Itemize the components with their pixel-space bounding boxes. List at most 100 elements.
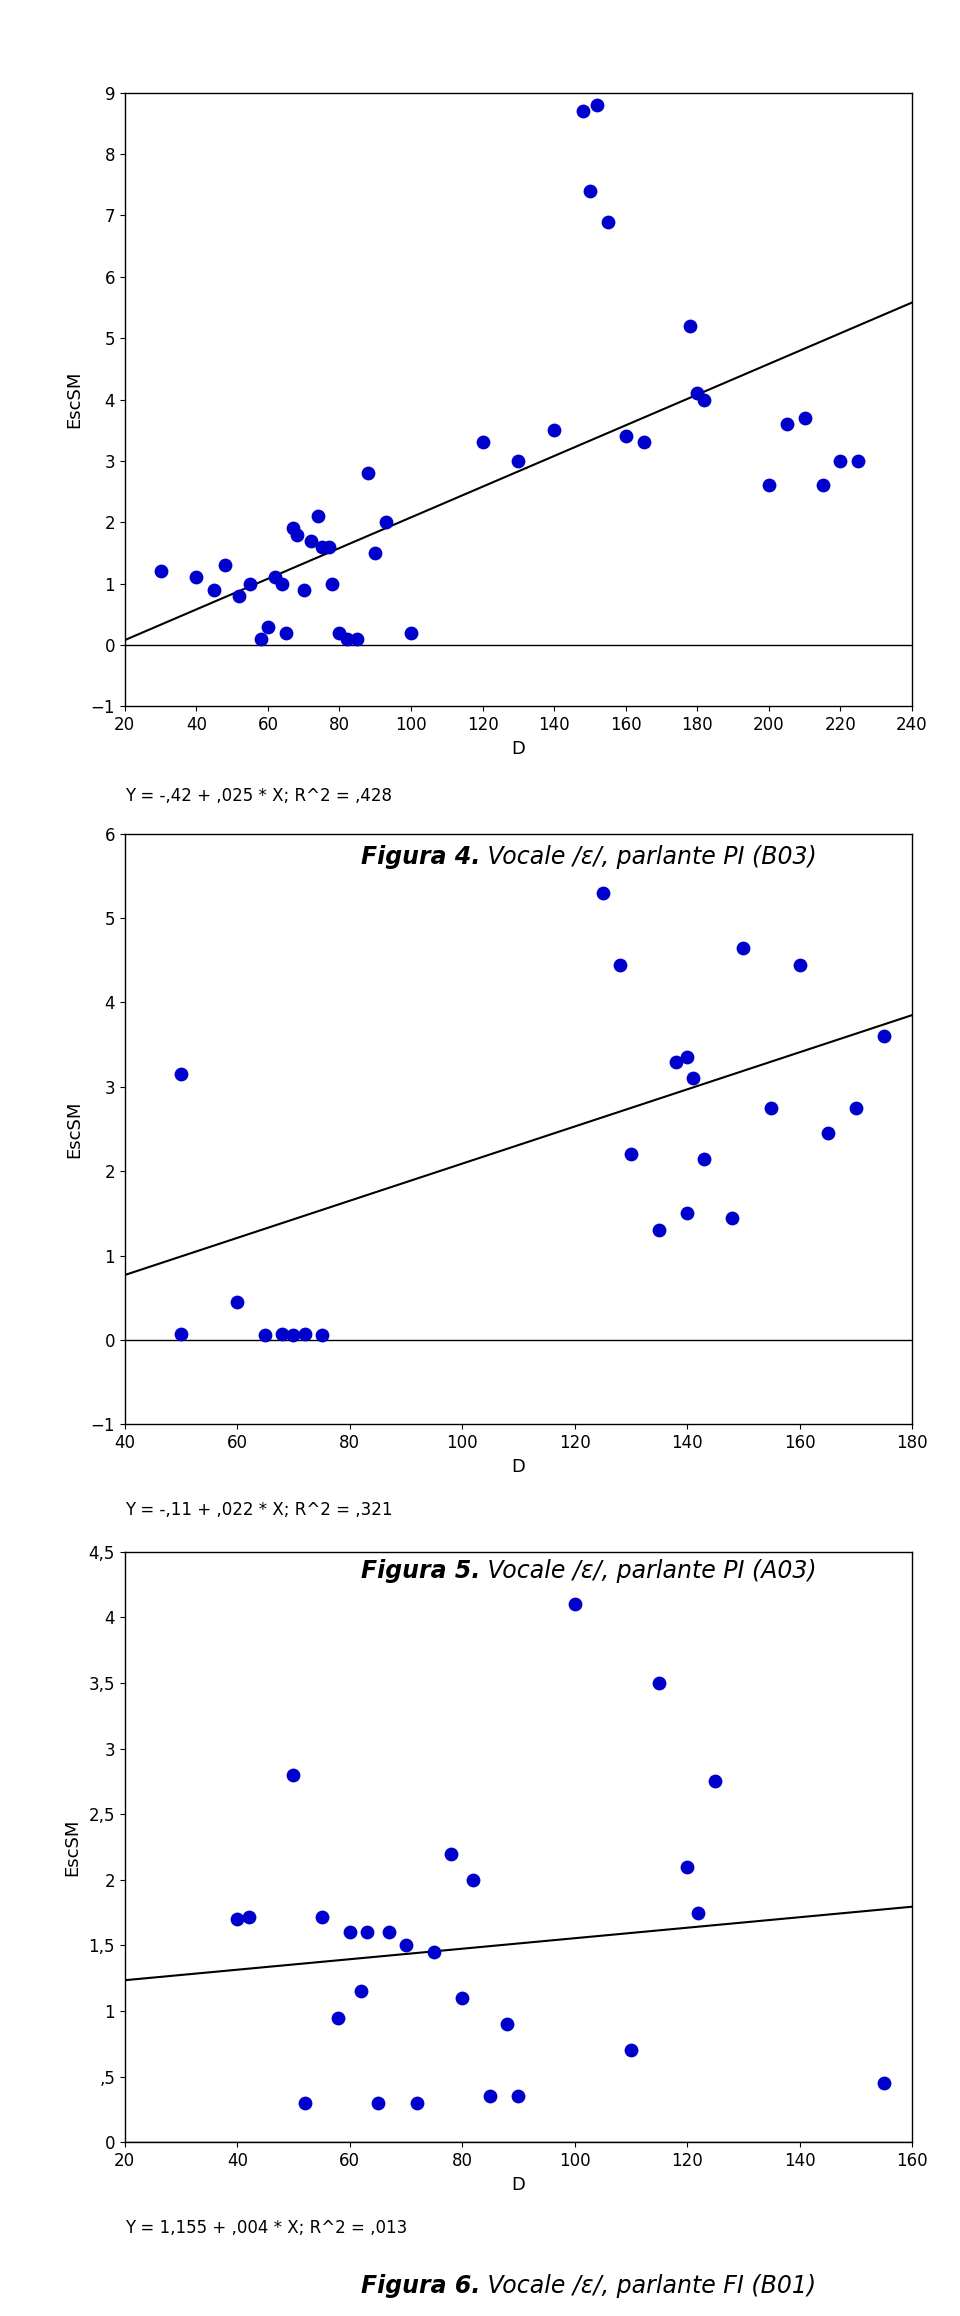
Point bbox=[339, 621, 354, 658]
Point bbox=[174, 1315, 189, 1353]
Text: Figura 4.: Figura 4. bbox=[361, 845, 480, 868]
Point bbox=[546, 412, 562, 449]
Point bbox=[242, 565, 257, 602]
Point bbox=[708, 1762, 723, 1800]
X-axis label: D: D bbox=[512, 2175, 525, 2193]
Point bbox=[680, 1040, 695, 1077]
Point bbox=[848, 1089, 863, 1126]
Point bbox=[454, 1980, 469, 2017]
Point bbox=[229, 1283, 245, 1320]
Point bbox=[651, 1665, 666, 1702]
Point bbox=[689, 375, 705, 412]
Point bbox=[217, 547, 232, 584]
Text: Vocale /ε/, parlante PI (A03): Vocale /ε/, parlante PI (A03) bbox=[480, 1559, 817, 1582]
Point bbox=[851, 442, 866, 479]
Point bbox=[792, 945, 807, 982]
Y-axis label: EscSM: EscSM bbox=[65, 1100, 84, 1158]
Point bbox=[680, 1848, 695, 1885]
Point bbox=[378, 505, 394, 542]
Point bbox=[286, 1756, 301, 1793]
Point bbox=[332, 614, 348, 651]
Point bbox=[174, 1056, 189, 1093]
Point bbox=[764, 1089, 780, 1126]
Point bbox=[475, 424, 491, 461]
Text: Vocale /ε/, parlante FI (B01): Vocale /ε/, parlante FI (B01) bbox=[480, 2274, 816, 2297]
Point bbox=[324, 565, 340, 602]
Point bbox=[618, 417, 634, 454]
Point bbox=[444, 1834, 459, 1871]
Point bbox=[314, 528, 329, 565]
Point bbox=[735, 929, 751, 966]
Point bbox=[289, 516, 304, 554]
Y-axis label: EscSM: EscSM bbox=[63, 1818, 82, 1876]
Point bbox=[651, 1211, 666, 1248]
Point bbox=[780, 405, 795, 442]
Point bbox=[696, 1139, 711, 1177]
Point bbox=[314, 1899, 329, 1936]
Point bbox=[381, 1913, 396, 1950]
Point bbox=[685, 1061, 701, 1098]
Point bbox=[483, 2077, 498, 2115]
Point bbox=[275, 1315, 290, 1353]
Point bbox=[229, 1901, 245, 1938]
Point bbox=[466, 1862, 481, 1899]
Point bbox=[359, 1913, 374, 1950]
Point bbox=[253, 621, 269, 658]
Point bbox=[153, 554, 168, 591]
Text: Figura 5.: Figura 5. bbox=[361, 1559, 480, 1582]
Point bbox=[426, 1934, 442, 1971]
Text: Vocale /ε/, parlante PI (B03): Vocale /ε/, parlante PI (B03) bbox=[480, 845, 817, 868]
Point bbox=[331, 1999, 347, 2036]
Point bbox=[303, 521, 319, 558]
Point bbox=[368, 535, 383, 572]
Point bbox=[275, 565, 290, 602]
Point bbox=[815, 468, 830, 505]
Point bbox=[499, 2006, 515, 2043]
Point bbox=[371, 2084, 386, 2121]
Point bbox=[589, 86, 605, 123]
X-axis label: D: D bbox=[512, 1457, 525, 1475]
Point bbox=[511, 2077, 526, 2115]
Point bbox=[683, 308, 698, 345]
Point bbox=[314, 1315, 329, 1353]
Point bbox=[260, 609, 276, 646]
Point bbox=[297, 2084, 312, 2121]
Point bbox=[820, 1114, 835, 1151]
Point bbox=[623, 1135, 638, 1172]
Point bbox=[206, 572, 222, 609]
Y-axis label: EscSM: EscSM bbox=[65, 371, 84, 428]
Point bbox=[189, 558, 204, 595]
Point bbox=[680, 1195, 695, 1232]
Point bbox=[321, 528, 336, 565]
Point bbox=[360, 454, 375, 491]
Point bbox=[297, 1315, 312, 1353]
Point bbox=[876, 2066, 892, 2103]
X-axis label: D: D bbox=[512, 739, 525, 757]
Point bbox=[600, 204, 615, 241]
Point bbox=[296, 572, 311, 609]
Point bbox=[286, 1315, 301, 1353]
Point bbox=[410, 2084, 425, 2121]
Text: Y = -,42 + ,025 * X; R^2 = ,428: Y = -,42 + ,025 * X; R^2 = ,428 bbox=[125, 787, 392, 806]
Text: Y = -,11 + ,022 * X; R^2 = ,321: Y = -,11 + ,022 * X; R^2 = ,321 bbox=[125, 1501, 393, 1519]
Text: Figura 6.: Figura 6. bbox=[361, 2274, 480, 2297]
Point bbox=[690, 1894, 706, 1932]
Point bbox=[697, 380, 712, 417]
Text: Y = 1,155 + ,004 * X; R^2 = ,013: Y = 1,155 + ,004 * X; R^2 = ,013 bbox=[125, 2219, 407, 2237]
Point bbox=[403, 614, 419, 651]
Point bbox=[241, 1899, 256, 1936]
Point bbox=[285, 510, 300, 547]
Point bbox=[612, 945, 627, 982]
Point bbox=[268, 558, 283, 595]
Point bbox=[278, 614, 294, 651]
Point bbox=[583, 171, 598, 208]
Point bbox=[231, 577, 247, 614]
Point bbox=[567, 1586, 583, 1624]
Point bbox=[353, 1973, 369, 2010]
Point bbox=[636, 424, 651, 461]
Point bbox=[876, 1017, 892, 1054]
Point bbox=[575, 93, 590, 130]
Point bbox=[595, 875, 611, 913]
Point bbox=[310, 498, 325, 535]
Point bbox=[725, 1200, 740, 1237]
